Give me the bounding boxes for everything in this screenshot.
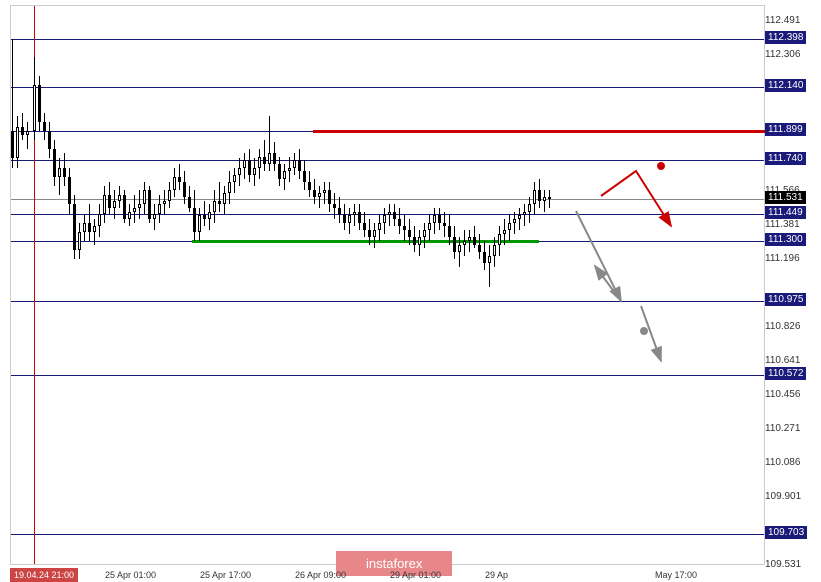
- y-tick-label: 110.456: [765, 389, 800, 400]
- x-tick-label: 29 Apr 01:00: [390, 570, 441, 580]
- price-level-line: [11, 39, 764, 40]
- price-level-label: 112.398: [765, 31, 806, 44]
- price-level-line: [11, 87, 764, 88]
- price-level-line: [11, 375, 764, 376]
- y-tick-label: 109.531: [765, 559, 801, 570]
- price-level-label: 110.975: [765, 293, 806, 306]
- y-tick-label: 110.271: [765, 423, 800, 434]
- price-level-label: 111.300: [765, 233, 806, 246]
- price-level-line: [11, 534, 764, 535]
- support-line: [192, 240, 539, 243]
- scenario-marker-dot: [640, 327, 648, 335]
- chart-container: instaforex 112.491112.306111.566111.3811…: [0, 0, 821, 582]
- y-tick-label: 110.641: [765, 355, 800, 366]
- y-axis: 112.491112.306111.566111.381111.196110.8…: [765, 5, 821, 565]
- y-tick-label: 110.826: [765, 321, 800, 332]
- x-tick-label: May 17:00: [655, 570, 697, 580]
- y-tick-label: 111.196: [765, 253, 800, 264]
- scenario-arrow: [595, 266, 621, 301]
- x-tick-label: 25 Apr 17:00: [200, 570, 251, 580]
- chart-plot-area: instaforex: [10, 5, 765, 565]
- arrows-overlay: [11, 6, 766, 566]
- y-tick-label: 111.381: [765, 219, 800, 230]
- y-tick-label: 110.086: [765, 457, 800, 468]
- x-axis-start-label: 19.04.24 21:00: [10, 568, 78, 582]
- price-level-label: 111.449: [765, 206, 806, 219]
- current-price-label: 111.531: [765, 191, 806, 204]
- y-tick-label: 112.306: [765, 49, 800, 60]
- resistance-line: [313, 130, 766, 133]
- price-level-label: 111.899: [765, 123, 806, 136]
- price-level-label: 109.703: [765, 526, 807, 539]
- price-level-label: 111.740: [765, 152, 806, 165]
- price-level-label: 110.572: [765, 367, 806, 380]
- price-level-line: [11, 301, 764, 302]
- x-tick-label: 26 Apr 09:00: [295, 570, 346, 580]
- x-tick-label: 29 Ap: [485, 570, 508, 580]
- price-level-line: [11, 160, 764, 161]
- x-axis: 19.04.24 21:00 25 Apr 01:00 25 Apr 17:00 26…: [10, 565, 765, 582]
- y-tick-label: 112.491: [765, 15, 800, 26]
- x-tick-label: 25 Apr 01:00: [105, 570, 156, 580]
- y-tick-label: 109.901: [765, 491, 801, 502]
- price-level-label: 112.140: [765, 79, 806, 92]
- scenario-arrow: [576, 211, 621, 301]
- scenario-marker-dot: [657, 162, 665, 170]
